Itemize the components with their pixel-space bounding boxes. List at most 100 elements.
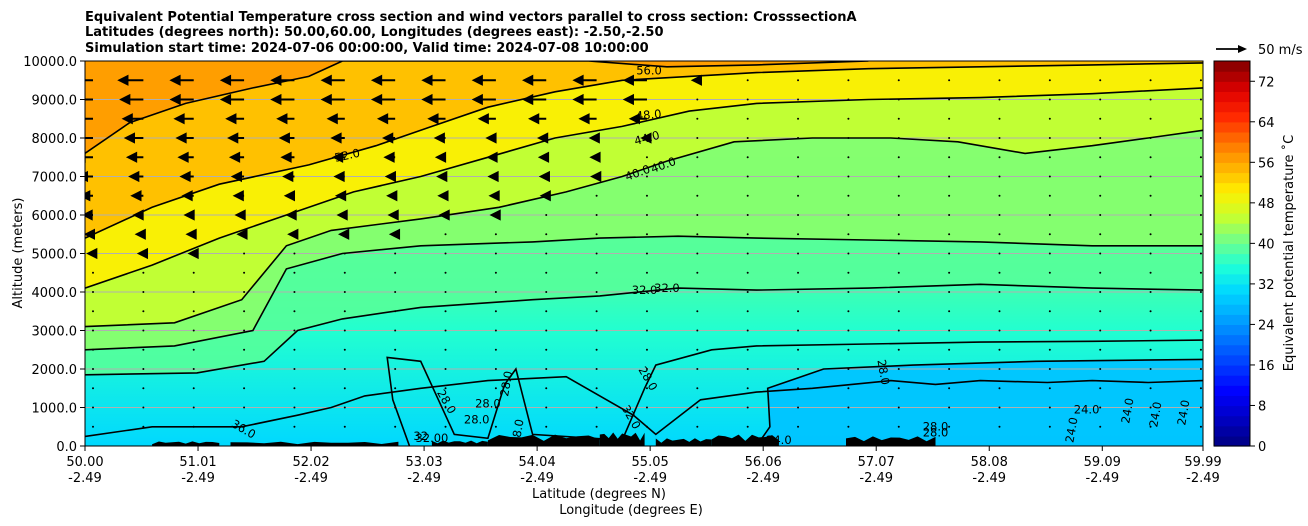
wind-arrow-r1-c15 — [847, 406, 850, 409]
wind-arrow-r2-c10 — [595, 387, 598, 390]
wind-arrow-r18-c19 — [1048, 79, 1051, 82]
quiver-key: 50 m/s — [1216, 43, 1303, 58]
wind-arrow-r15-c21 — [1149, 137, 1152, 139]
wind-arrow-r17-c2 — [169, 93, 194, 106]
colorbar-step-6 — [1214, 375, 1250, 386]
terrain-ridge-1 — [230, 441, 399, 446]
terrain-ridge-2 — [431, 440, 488, 446]
colorbar-step-8 — [1214, 354, 1250, 366]
terrain-ridge-5 — [655, 438, 712, 446]
colorbar-step-35 — [1214, 81, 1250, 92]
wind-arrow-r8-c6 — [394, 271, 397, 274]
wind-arrow-r18-c12 — [690, 74, 702, 86]
title-line-3: Simulation start time: 2024-07-06 00:00:… — [85, 41, 649, 56]
wind-arrow-r11-c16 — [897, 214, 900, 216]
wind-arrow-r7-c16 — [897, 291, 900, 293]
y-tick-label-10: 10000.0 — [23, 55, 77, 70]
wind-arrow-r4-c20 — [1099, 348, 1102, 351]
wind-arrow-r13-c1 — [128, 170, 144, 183]
contour-label-20: 24.0 — [1062, 416, 1080, 444]
wind-arrow-r4-c5 — [343, 348, 346, 351]
wind-arrow-r12-c13 — [746, 194, 749, 197]
wind-arrow-r18-c7 — [421, 74, 446, 86]
wind-arrow-r2-c0 — [92, 387, 94, 390]
wind-arrow-r3-c22 — [1199, 368, 1202, 370]
wind-arrow-r4-c17 — [948, 348, 951, 351]
wind-arrow-r14-c9 — [537, 151, 550, 163]
wind-arrow-r4-c4 — [293, 348, 296, 351]
colorbar-tick-label-8: 64 — [1258, 116, 1275, 131]
wind-arrow-r1-c1 — [142, 406, 145, 409]
wind-arrow-r1-c17 — [948, 406, 951, 409]
wind-arrow-r9-c22 — [1199, 252, 1202, 255]
wind-arrow-r8-c16 — [897, 271, 900, 274]
wind-arrow-r0-c20 — [1099, 425, 1102, 428]
wind-arrow-r14-c17 — [948, 156, 951, 159]
wind-arrow-r13-c19 — [1048, 175, 1051, 178]
wind-arrow-r11-c22 — [1199, 214, 1202, 216]
contour-label-23: 24.0 — [1174, 399, 1192, 427]
wind-arrow-r17-c16 — [897, 98, 900, 101]
wind-arrow-r17-c11 — [622, 93, 647, 106]
wind-arrow-r7-c17 — [948, 291, 951, 293]
wind-arrow-r3-c19 — [1048, 368, 1051, 370]
colorbar-step-1 — [1214, 425, 1250, 437]
wind-arrow-r14-c14 — [797, 156, 800, 159]
wind-arrow-r4-c3 — [243, 348, 246, 351]
colorbar-step-22 — [1214, 212, 1250, 224]
colorbar-step-25 — [1214, 182, 1250, 194]
contour-line-36 — [85, 283, 1203, 376]
contour-label-21: 24.0 — [1118, 397, 1136, 425]
wind-arrow-r13-c10 — [590, 170, 602, 183]
colorbar-label: Equivalent potential temperature ˚C — [1281, 135, 1297, 371]
wind-arrow-r6-c16 — [897, 310, 900, 313]
wind-arrow-r15-c5 — [330, 132, 345, 144]
wind-arrow-r13-c12 — [696, 175, 699, 178]
wind-arrow-r9-c7 — [444, 252, 447, 255]
wind-arrow-r2-c21 — [1149, 387, 1152, 390]
y-axis-label: Altitude (meters) — [11, 198, 26, 309]
wind-arrow-r1-c3 — [243, 406, 246, 409]
wind-arrow-r10-c15 — [847, 233, 850, 236]
wind-arrow-r0-c3 — [243, 425, 246, 428]
wind-arrow-r13-c8 — [487, 170, 499, 183]
wind-arrow-r15-c19 — [1048, 137, 1051, 139]
wind-arrow-r10-c19 — [1048, 233, 1051, 236]
contour-line-48 — [85, 87, 1203, 289]
wind-arrow-r5-c15 — [847, 329, 850, 332]
wind-arrow-r11-c0 — [85, 209, 93, 221]
wind-arrow-r16-c13 — [746, 117, 749, 120]
wind-arrow-r16-c16 — [897, 117, 900, 120]
colorbar-step-37 — [1214, 61, 1250, 72]
wind-arrow-r6-c21 — [1149, 310, 1152, 313]
wind-arrow-r15-c9 — [536, 132, 549, 144]
wind-arrow-r10-c12 — [696, 233, 699, 236]
wind-arrow-r8-c22 — [1199, 271, 1202, 274]
wind-arrow-r2-c1 — [142, 387, 145, 390]
colorbar-tick-label-5: 40 — [1258, 237, 1275, 252]
colorbar: 0 8 16 24 32 40 48 56 64 72 — [1214, 61, 1275, 455]
wind-arrow-r14-c19 — [1048, 156, 1051, 159]
wind-arrow-r14-c13 — [746, 156, 749, 159]
contour-label-22: 24.0 — [1146, 401, 1164, 429]
wind-arrow-r11-c10 — [595, 214, 598, 216]
contour-label-26: 28.0 — [508, 418, 526, 446]
wind-arrow-r15-c10 — [588, 132, 600, 144]
wind-arrow-r6-c14 — [797, 310, 800, 313]
contour-label-17: 28.0 — [923, 420, 949, 434]
x-tick-label-5: 55.05 — [632, 455, 669, 470]
wind-arrow-r11-c4 — [285, 209, 297, 221]
wind-arrow-r0-c0 — [92, 425, 94, 428]
wind-arrow-r17-c20 — [1099, 98, 1102, 101]
wind-arrow-r6-c0 — [92, 310, 94, 313]
colorbar-tick-label-4: 32 — [1258, 278, 1275, 293]
x-tick-sublabel-3: -2.49 — [407, 471, 441, 486]
colorbar-tick-label-0: 0 — [1258, 440, 1266, 455]
colorbar-step-15 — [1214, 283, 1250, 295]
wind-arrow-r7-c0 — [92, 291, 94, 293]
colorbar-step-16 — [1214, 273, 1250, 285]
wind-arrow-r12-c4 — [283, 190, 296, 202]
grid-lines — [85, 99, 1203, 408]
wind-arrow-r5-c11 — [645, 329, 648, 332]
wind-arrow-r16-c1 — [121, 113, 144, 125]
